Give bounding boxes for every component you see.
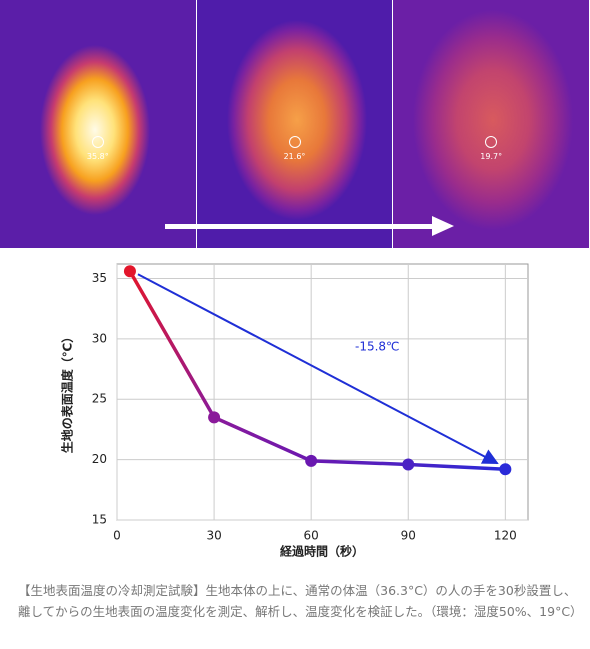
thermal-images: 35.8° 21.6° 19.7° (0, 0, 590, 248)
chart: 生地の表面温度（℃） 経過時間（秒） 15 20 25 30 35 0 30 60 90 120 -… (60, 263, 529, 559)
thermal-image: 21.6° (196, 0, 393, 248)
x-tick-label: 0 (113, 529, 121, 543)
arrow (165, 224, 435, 229)
x-tick-label: 30 (206, 529, 221, 543)
annotation: -15.8℃ (355, 340, 400, 354)
x-axis-label: 経過時間（秒） (280, 544, 364, 559)
data-point (123, 265, 136, 278)
thermal-label: 19.7° (480, 152, 503, 161)
thermal-label: 35.8° (86, 152, 109, 161)
thermal-label: 21.6° (283, 152, 306, 161)
y-tick-label: 20 (92, 452, 107, 466)
x-tick-label: 120 (494, 529, 517, 543)
plot-area (116, 263, 529, 521)
y-tick-label: 25 (92, 392, 107, 406)
x-tick-label: 60 (304, 529, 319, 543)
y-tick-label: 35 (92, 271, 107, 285)
trend-arrow (137, 273, 499, 465)
thermal-image: 19.7° (393, 0, 590, 248)
y-tick-label: 30 (92, 331, 107, 345)
arrowhead (432, 216, 454, 236)
caption: 【生地表面温度の冷却測定試験】生地本体の上に、通常の体温（36.3°C）の人の手… (18, 583, 583, 619)
crosshair (485, 136, 498, 148)
x-tick-label: 90 (401, 529, 416, 543)
crosshair (288, 136, 301, 148)
crosshair (91, 136, 104, 148)
data-point (305, 454, 318, 467)
data-point (208, 411, 221, 424)
data-point (499, 463, 512, 476)
thermal-image: 35.8° (0, 0, 196, 248)
y-axis-label: 生地の表面温度（℃） (60, 331, 75, 454)
data-point (402, 458, 415, 471)
y-tick-label: 15 (92, 513, 107, 527)
